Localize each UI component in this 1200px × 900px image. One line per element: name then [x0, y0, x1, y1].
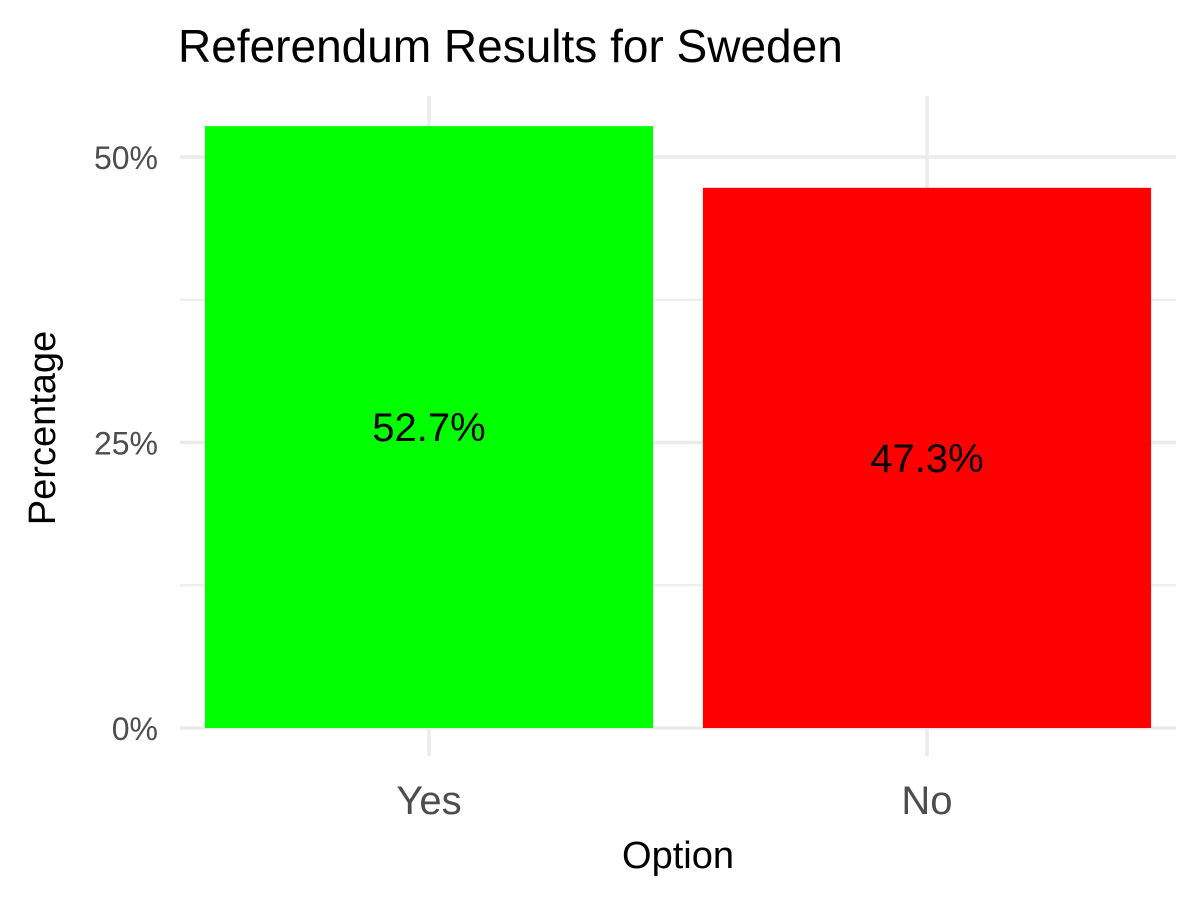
y-axis-title: Percentage [22, 331, 64, 525]
x-axis-ticks: Yes No [396, 779, 952, 823]
bar-labels: 52.7% 47.3% [372, 406, 983, 481]
y-tick-label: 50% [94, 140, 158, 176]
y-axis-ticks: 0% 25% 50% [94, 140, 158, 747]
bars [204, 126, 1152, 729]
data-label: 47.3% [870, 437, 983, 481]
y-tick-label: 0% [112, 711, 158, 747]
x-tick-label: Yes [396, 779, 461, 823]
bar-no [702, 187, 1152, 729]
data-label: 52.7% [372, 406, 485, 450]
chart-title: Referendum Results for Sweden [178, 20, 843, 72]
x-tick-label: No [901, 779, 952, 823]
x-axis-title: Option [622, 835, 734, 877]
y-tick-label: 25% [94, 426, 158, 462]
bar-yes [204, 126, 654, 728]
